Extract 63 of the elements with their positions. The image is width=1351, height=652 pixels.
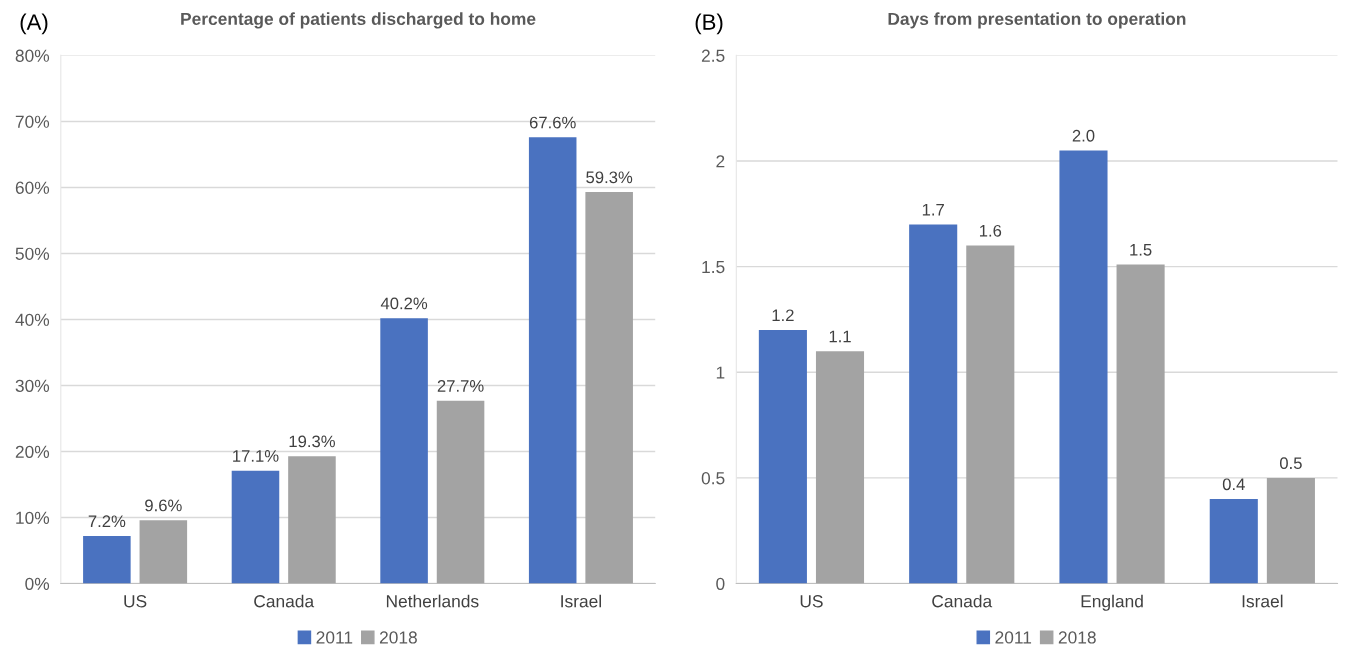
bar bbox=[1059, 150, 1108, 584]
data-label: 1.5 bbox=[1130, 244, 1152, 256]
x-tick-label: Canada bbox=[932, 594, 993, 608]
y-tick-label: 0% bbox=[25, 577, 50, 590]
x-tick-label: Israel bbox=[561, 594, 601, 608]
data-label: 9.6% bbox=[145, 499, 182, 512]
x-tick-label: US bbox=[800, 595, 823, 608]
x-tick-label: US bbox=[124, 595, 147, 608]
bar bbox=[1116, 264, 1165, 584]
y-tick-label: 20% bbox=[15, 445, 50, 458]
chart-title: Days from presentation to operation bbox=[888, 12, 1186, 29]
legend-label: 2011 bbox=[316, 631, 353, 644]
data-label: 40.2% bbox=[380, 297, 428, 310]
data-label: 1.6 bbox=[979, 224, 1002, 237]
bar bbox=[436, 400, 485, 584]
y-tick-label: 1.5 bbox=[702, 261, 725, 274]
bar bbox=[380, 318, 428, 584]
data-label: 1.1 bbox=[829, 330, 851, 343]
data-label: 2.0 bbox=[1072, 129, 1095, 142]
y-tick-label: 0.5 bbox=[701, 472, 725, 485]
bar bbox=[758, 330, 807, 584]
y-tick-label: 10% bbox=[16, 511, 50, 524]
legend-label: 2011 bbox=[995, 631, 1032, 644]
chart-title: Percentage of patients discharged to home bbox=[181, 12, 536, 29]
data-label: 1.2 bbox=[772, 309, 794, 322]
data-label: 19.3% bbox=[289, 435, 335, 448]
bar bbox=[83, 536, 131, 584]
data-label: 7.2% bbox=[88, 515, 126, 528]
bar bbox=[966, 245, 1015, 584]
bar bbox=[231, 470, 280, 584]
x-tick-label: Netherlands bbox=[386, 594, 479, 608]
data-label: 0.5 bbox=[1279, 457, 1302, 470]
bar bbox=[585, 192, 633, 584]
y-tick-label: 50% bbox=[15, 247, 50, 260]
bar bbox=[1266, 477, 1315, 584]
y-tick-label: 40% bbox=[15, 313, 50, 326]
y-tick-label: 2.5 bbox=[701, 49, 725, 62]
bar bbox=[139, 520, 188, 584]
y-tick-label: 0 bbox=[716, 577, 725, 590]
bar bbox=[1209, 499, 1258, 584]
bar bbox=[288, 456, 336, 584]
y-tick-label: 1 bbox=[716, 366, 725, 379]
data-label: 67.6% bbox=[529, 116, 576, 129]
legend-label: 2018 bbox=[1058, 631, 1096, 644]
data-label: 17.1% bbox=[233, 450, 279, 462]
data-label: 0.4 bbox=[1222, 478, 1245, 491]
data-label: 1.7 bbox=[922, 203, 944, 216]
text: (A) bbox=[20, 13, 48, 35]
bar bbox=[528, 137, 577, 584]
x-tick-label: Canada bbox=[254, 594, 315, 608]
y-tick-label: 60% bbox=[15, 181, 50, 194]
bar bbox=[909, 224, 958, 584]
y-tick-label: 2 bbox=[716, 155, 725, 168]
y-tick-label: 30% bbox=[15, 379, 50, 392]
y-tick-label: 70% bbox=[15, 115, 50, 128]
data-label: 27.7% bbox=[437, 380, 484, 392]
text: (B) bbox=[695, 13, 723, 35]
data-label: 59.3% bbox=[586, 171, 633, 184]
x-tick-label: England bbox=[1081, 594, 1143, 611]
y-tick-label: 80% bbox=[15, 49, 50, 62]
bar bbox=[815, 351, 865, 584]
legend-label: 2018 bbox=[379, 631, 417, 644]
x-tick-label: Israel bbox=[1242, 594, 1283, 608]
